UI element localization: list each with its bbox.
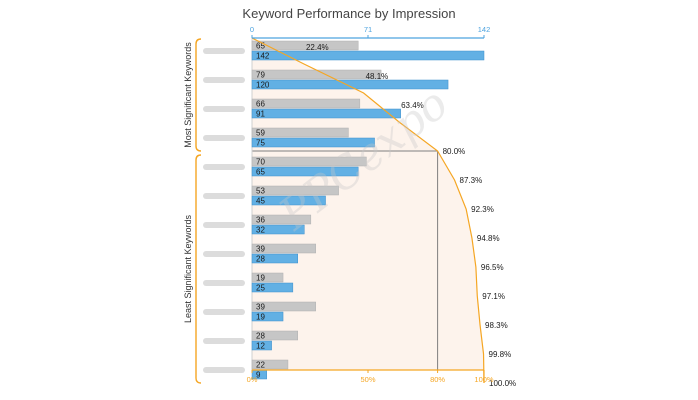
cumulative-label-3: 80.0% xyxy=(443,147,466,156)
bar-blue-0 xyxy=(251,50,485,61)
bar-blue-5 xyxy=(251,195,326,206)
bar-gray-label-4: 70 xyxy=(256,158,265,167)
bar-blue-7 xyxy=(251,253,298,264)
bar-gray-7 xyxy=(251,243,316,254)
category-placeholder-3 xyxy=(203,135,245,141)
bar-blue-8 xyxy=(251,282,294,293)
top-axis-tick-label-2: 142 xyxy=(478,25,491,34)
cumulative-label-0: 22.4% xyxy=(306,43,329,52)
bar-gray-label-6: 36 xyxy=(256,216,265,225)
cumulative-label-10: 99.8% xyxy=(489,350,512,359)
bar-gray-label-9: 39 xyxy=(256,303,265,312)
bottom-axis-tick-label-1: 50% xyxy=(360,375,375,384)
bar-gray-4 xyxy=(251,156,367,167)
bar-gray-8 xyxy=(251,272,284,283)
bar-gray-11 xyxy=(251,359,289,370)
cumulative-label-7: 96.5% xyxy=(481,263,504,272)
bar-blue-label-0: 142 xyxy=(256,52,270,61)
bar-gray-1 xyxy=(251,69,382,80)
bar-blue-6 xyxy=(251,224,305,235)
bar-gray-2 xyxy=(251,98,361,109)
bottom-axis-tick-label-0: 0% xyxy=(247,375,258,384)
bar-gray-10 xyxy=(251,330,298,341)
bar-gray-label-5: 53 xyxy=(256,187,265,196)
bottom-axis-tick-label-3: 100% xyxy=(474,375,494,384)
bar-gray-6 xyxy=(251,214,312,225)
category-placeholder-7 xyxy=(203,251,245,257)
category-placeholder-9 xyxy=(203,309,245,315)
category-placeholder-1 xyxy=(203,77,245,83)
category-placeholder-11 xyxy=(203,367,245,373)
bar-gray-label-7: 39 xyxy=(256,245,265,254)
group-label-least-significant: Least Significant Keywords xyxy=(183,214,194,324)
bar-gray-9 xyxy=(251,301,316,312)
category-placeholder-8 xyxy=(203,280,245,286)
bar-blue-label-2: 91 xyxy=(256,110,265,119)
top-axis-tick-label-0: 0 xyxy=(250,25,254,34)
category-placeholder-5 xyxy=(203,193,245,199)
bar-blue-label-1: 120 xyxy=(256,81,270,90)
bar-blue-3 xyxy=(251,137,375,148)
cumulative-label-8: 97.1% xyxy=(482,292,505,301)
bar-blue-label-9: 19 xyxy=(256,313,265,322)
bar-gray-3 xyxy=(251,127,349,138)
cumulative-label-9: 98.3% xyxy=(485,321,508,330)
cumulative-label-11: 100.0% xyxy=(489,379,516,388)
bar-blue-9 xyxy=(251,311,284,322)
bar-gray-label-2: 66 xyxy=(256,100,265,109)
cumulative-label-4: 87.3% xyxy=(460,176,483,185)
bar-gray-0 xyxy=(251,40,359,51)
bar-blue-label-4: 65 xyxy=(256,168,265,177)
group-bracket-0 xyxy=(195,38,202,152)
bar-gray-label-0: 65 xyxy=(256,42,265,51)
category-placeholder-2 xyxy=(203,106,245,112)
bar-blue-label-3: 75 xyxy=(256,139,265,148)
bar-gray-label-10: 28 xyxy=(256,332,265,341)
pareto-line xyxy=(251,37,485,384)
cumulative-label-6: 94.8% xyxy=(477,234,500,243)
top-axis-tick-label-1: 71 xyxy=(364,25,372,34)
bar-blue-4 xyxy=(251,166,359,177)
bar-blue-2 xyxy=(251,108,401,119)
category-placeholder-0 xyxy=(203,48,245,54)
bar-blue-label-8: 25 xyxy=(256,284,265,293)
group-bracket-1 xyxy=(195,154,202,384)
bar-blue-label-11: 9 xyxy=(256,371,261,380)
bar-gray-label-11: 22 xyxy=(256,361,265,370)
group-label-most-significant: Most Significant Keywords xyxy=(182,42,193,148)
cumulative-label-2: 63.4% xyxy=(401,101,424,110)
category-placeholder-6 xyxy=(203,222,245,228)
category-placeholder-10 xyxy=(203,338,245,344)
cumulative-label-5: 92.3% xyxy=(471,205,494,214)
cumulative-label-1: 48.1% xyxy=(366,72,389,81)
bar-blue-label-5: 45 xyxy=(256,197,265,206)
bar-blue-10 xyxy=(251,340,272,351)
bar-gray-label-1: 79 xyxy=(256,71,265,80)
pareto-area xyxy=(252,38,484,383)
bar-blue-label-10: 12 xyxy=(256,342,265,351)
bar-blue-label-7: 28 xyxy=(256,255,265,264)
bar-gray-label-8: 19 xyxy=(256,274,265,283)
bar-gray-5 xyxy=(251,185,339,196)
bar-blue-label-6: 32 xyxy=(256,226,265,235)
category-placeholder-4 xyxy=(203,164,245,170)
bar-blue-1 xyxy=(251,79,449,90)
chart-title: Keyword Performance by Impression xyxy=(242,6,456,21)
bar-gray-label-3: 59 xyxy=(256,129,265,138)
bottom-axis-tick-label-2: 80% xyxy=(430,375,445,384)
